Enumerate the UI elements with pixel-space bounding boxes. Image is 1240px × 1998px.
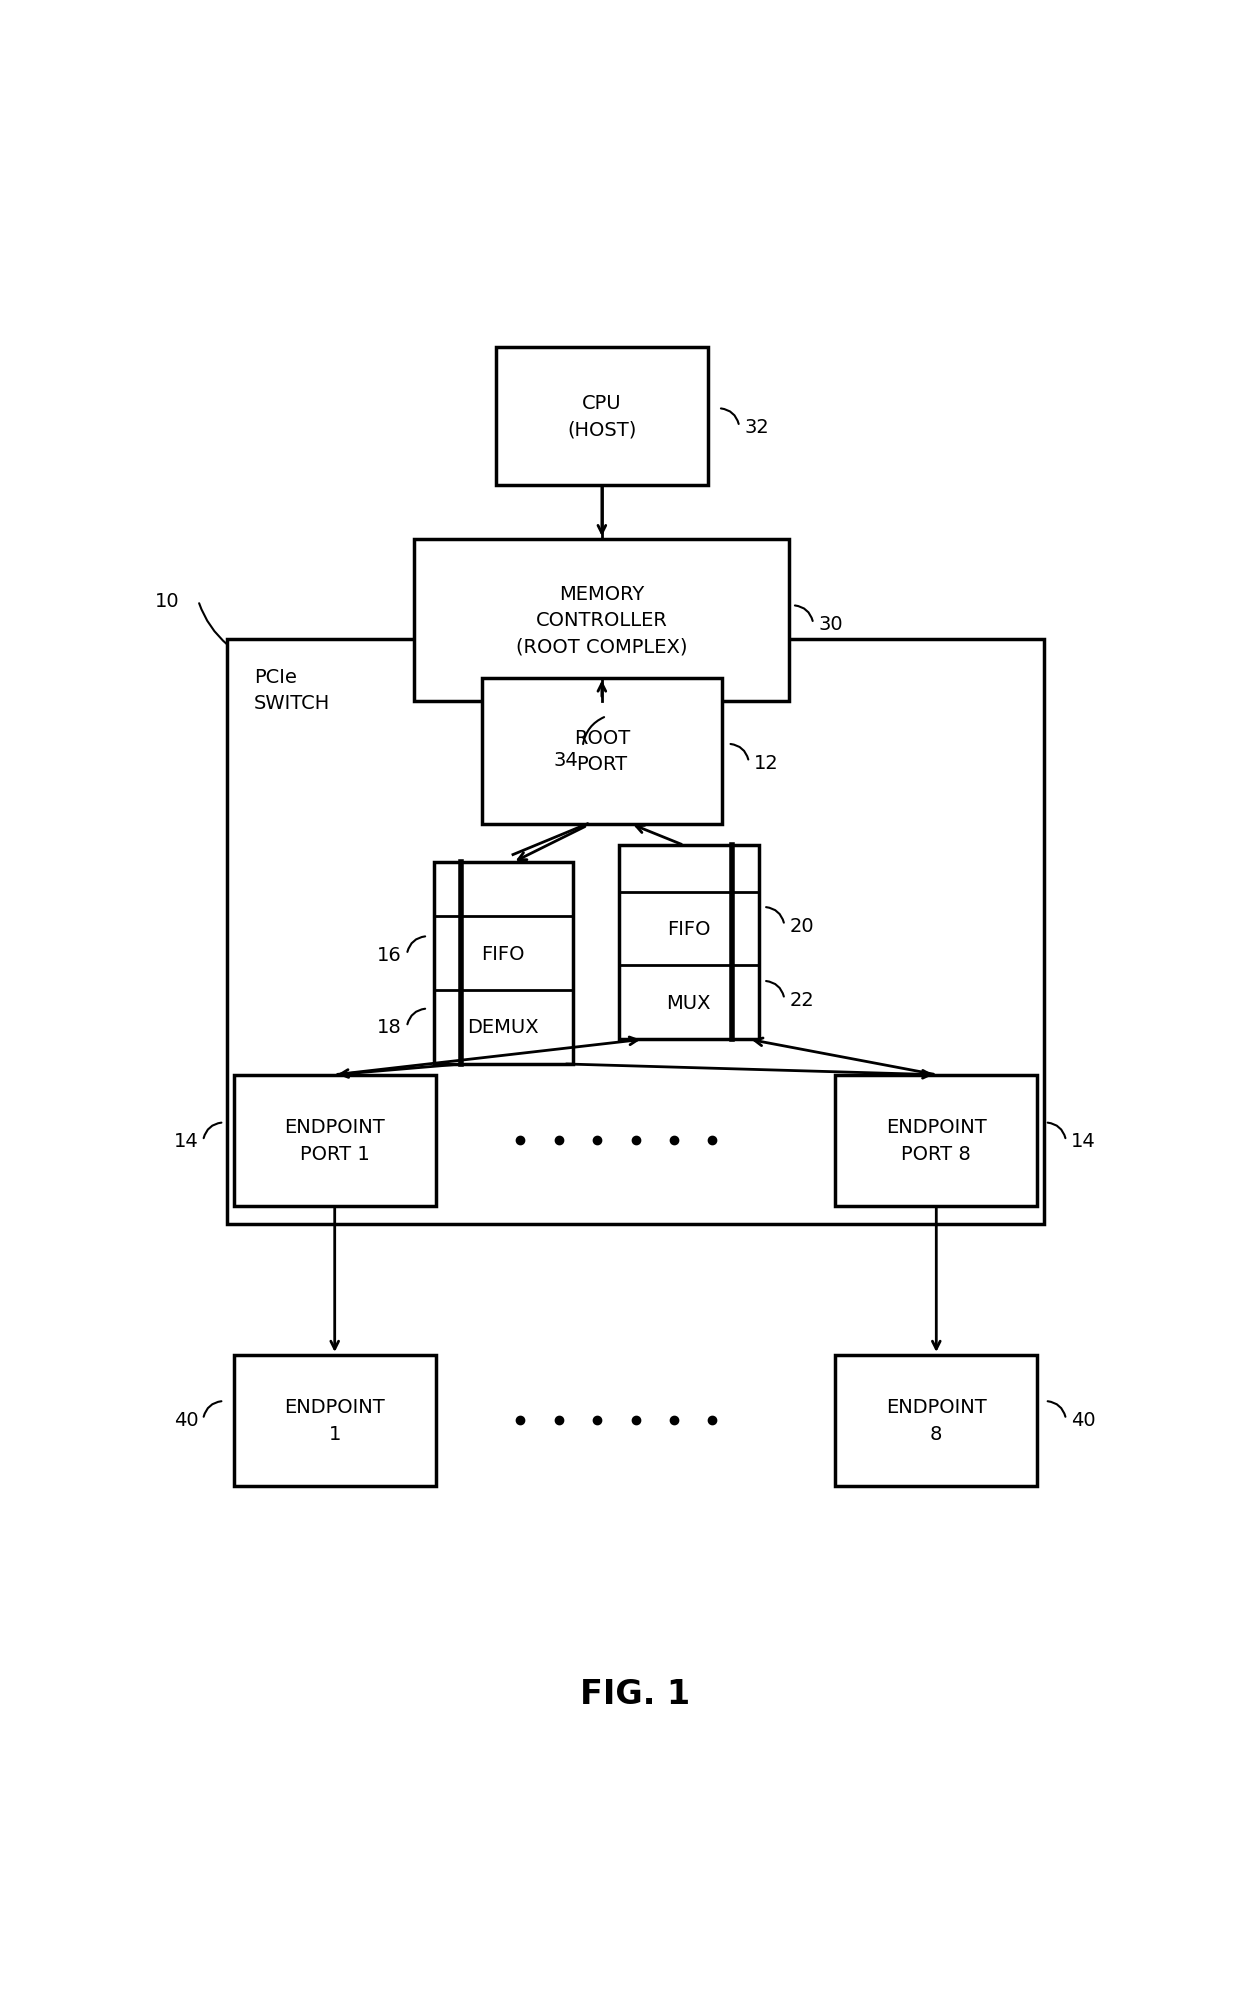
- Text: PCIe
SWITCH: PCIe SWITCH: [254, 667, 330, 713]
- Text: MUX: MUX: [667, 993, 711, 1013]
- Text: ROOT
PORT: ROOT PORT: [574, 729, 630, 773]
- Text: ENDPOINT
1: ENDPOINT 1: [284, 1399, 386, 1443]
- Text: 20: 20: [789, 917, 813, 935]
- Text: CPU
(HOST): CPU (HOST): [567, 394, 636, 440]
- Text: FIG. 1: FIG. 1: [580, 1676, 691, 1710]
- Text: 18: 18: [377, 1017, 402, 1037]
- Text: ENDPOINT
PORT 8: ENDPOINT PORT 8: [885, 1117, 987, 1163]
- Text: 16: 16: [377, 945, 402, 965]
- Text: DEMUX: DEMUX: [467, 1017, 539, 1037]
- Text: 32: 32: [744, 418, 769, 438]
- Text: 14: 14: [1071, 1131, 1096, 1151]
- Text: 22: 22: [789, 991, 813, 1009]
- Text: MEMORY
CONTROLLER
(ROOT COMPLEX): MEMORY CONTROLLER (ROOT COMPLEX): [516, 585, 688, 657]
- Text: ENDPOINT
8: ENDPOINT 8: [885, 1399, 987, 1443]
- Text: 40: 40: [1071, 1411, 1095, 1429]
- Text: 10: 10: [155, 591, 179, 611]
- Bar: [227, 639, 1044, 1225]
- Bar: [414, 539, 789, 701]
- Text: 14: 14: [174, 1131, 198, 1151]
- Text: FIFO: FIFO: [481, 945, 525, 963]
- Text: 34: 34: [553, 751, 578, 769]
- Bar: [234, 1355, 435, 1487]
- Bar: [619, 845, 759, 1039]
- Text: ENDPOINT
PORT 1: ENDPOINT PORT 1: [284, 1117, 386, 1163]
- Bar: [836, 1075, 1037, 1207]
- Bar: [234, 1075, 435, 1207]
- Text: FIFO: FIFO: [667, 919, 711, 939]
- Text: 40: 40: [174, 1411, 198, 1429]
- Bar: [434, 863, 573, 1065]
- Bar: [496, 348, 708, 486]
- Text: 30: 30: [818, 615, 843, 633]
- Bar: [481, 677, 722, 825]
- Text: 12: 12: [754, 753, 779, 773]
- Bar: [836, 1355, 1037, 1487]
